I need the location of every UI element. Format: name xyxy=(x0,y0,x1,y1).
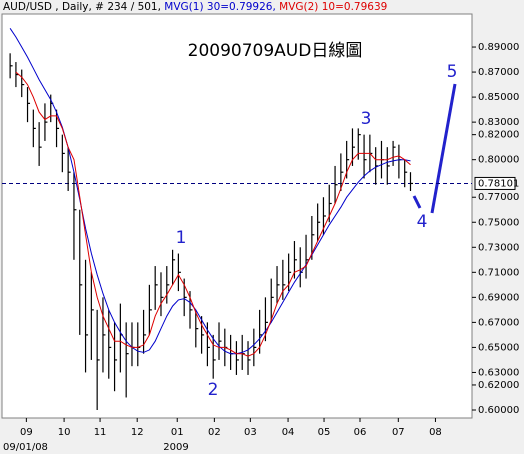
x-tick-label: 07 xyxy=(392,427,405,438)
x-tick-label: 08 xyxy=(429,427,442,438)
ma-line xyxy=(15,71,411,357)
y-tick-label: 0.80000 xyxy=(478,155,519,166)
y-tick-label: 0.75000 xyxy=(478,217,519,228)
x-tick-label: 06 xyxy=(354,427,367,438)
y-tick-label: 0.83000 xyxy=(478,117,519,128)
x-tick-label: 01 xyxy=(171,427,184,438)
wave-label: 3 xyxy=(361,109,372,129)
x-tick-label: 04 xyxy=(282,427,295,438)
y-tick-label: 0.67000 xyxy=(478,317,519,328)
y-tick-label: 0.82000 xyxy=(478,130,519,141)
x-tick-label: 02 xyxy=(208,427,221,438)
wave-label: 4 xyxy=(417,212,428,232)
y-tick-label: 0.73000 xyxy=(478,242,519,253)
y-tick-label: 0.77000 xyxy=(478,192,519,203)
wave-label: 5 xyxy=(447,62,458,82)
header: AUD/USD , Daily, # 234 / 501, MVG(1) 30=… xyxy=(3,1,387,13)
ma-line xyxy=(9,28,411,355)
x-tick-label: 11 xyxy=(94,427,107,438)
y-tick-label: 0.85000 xyxy=(478,92,519,103)
wave-label: 2 xyxy=(208,380,219,400)
date-start: 09/01/08 xyxy=(3,442,48,453)
y-tick-label: 0.89000 xyxy=(478,42,519,53)
y-tick-label: 0.87000 xyxy=(478,67,519,78)
x-tick-label: 09 xyxy=(20,427,33,438)
y-tick-label: 0.65000 xyxy=(478,342,519,353)
wave-label: 1 xyxy=(176,228,187,248)
y-tick-label: 0.71000 xyxy=(478,267,519,278)
last-price-label: 0.78101 xyxy=(478,178,519,189)
y-tick-label: 0.62000 xyxy=(478,380,519,391)
year-label: 2009 xyxy=(163,442,188,453)
y-tick-label: 0.63000 xyxy=(478,367,519,378)
header-ma1: MVG(1) 30=0.79926, xyxy=(164,1,276,13)
header-ma2: MVG(2) 10=0.79639 xyxy=(279,1,387,13)
y-tick-label: 0.69000 xyxy=(478,292,519,303)
last-price-box xyxy=(474,176,516,190)
x-tick-label: 05 xyxy=(318,427,331,438)
x-tick-label: 03 xyxy=(244,427,257,438)
x-tick-label: 10 xyxy=(58,427,71,438)
wave-line xyxy=(430,83,457,214)
x-tick-label: 12 xyxy=(131,427,144,438)
wave-line xyxy=(412,195,422,209)
header-symbol: AUD/USD , Daily, # 234 / 501, xyxy=(3,1,161,13)
y-tick-label: 0.60000 xyxy=(478,405,519,416)
chart-title: 20090709AUD日線圖 xyxy=(188,41,363,61)
